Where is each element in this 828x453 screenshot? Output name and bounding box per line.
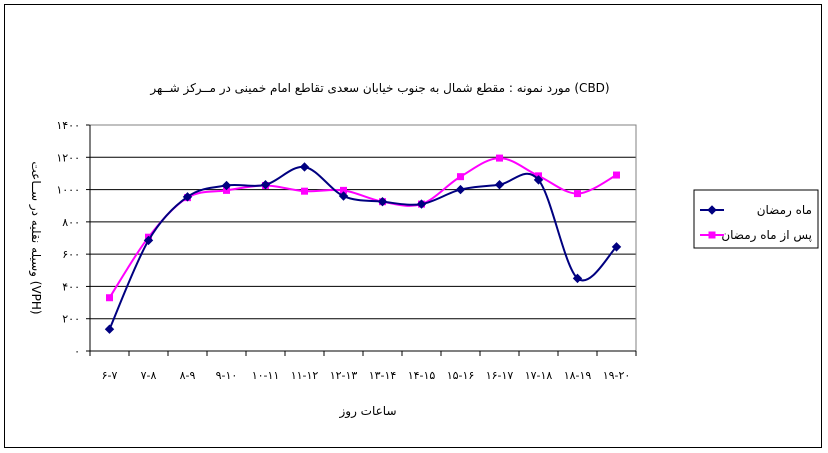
series-2	[106, 154, 620, 302]
x-tick-label: ۱۰-۱۱	[252, 369, 280, 382]
series-line	[108, 165, 618, 330]
data-point	[104, 324, 115, 334]
axes	[86, 124, 637, 356]
series-group	[104, 154, 622, 334]
data-point	[260, 180, 271, 190]
chart-frame	[4, 4, 822, 448]
legend-item: ماه رمضان	[700, 203, 812, 218]
legend-label: پس از ماه رمضان	[721, 228, 812, 243]
data-point	[494, 180, 505, 190]
data-point	[496, 154, 503, 162]
data-point	[143, 235, 154, 246]
x-tick-label: ۹-۱۰	[216, 369, 238, 382]
y-tick-label: ۶۰۰	[62, 248, 80, 261]
y-tick-labels: ۰ ۲۰۰ ۴۰۰ ۶۰۰ ۸۰۰ ۱۰۰۰ ۱۲۰۰ ۱۴۰۰	[56, 119, 80, 358]
y-tick-label: ۸۰۰	[62, 216, 80, 229]
x-tick-label: ۱۵-۱۶	[447, 369, 475, 382]
x-tick-label: ۱۶-۱۷	[486, 369, 514, 382]
chart-title: مورد نمونه : مقطع شمال به جنوب خیابان سع…	[149, 81, 609, 96]
legend-label: ماه رمضان	[757, 203, 812, 218]
y-tick-label: ۲۰۰	[62, 313, 80, 326]
data-point	[182, 192, 193, 202]
x-tick-label: ۱۷-۱۸	[525, 369, 553, 382]
data-point	[574, 190, 581, 198]
data-point	[572, 273, 583, 284]
legend: ماه رمضان پس از ماه رمضان	[693, 189, 819, 249]
data-point	[613, 171, 620, 179]
y-axis-label: وسیله نقلیه در ســاعت (VPH)	[28, 161, 43, 314]
y-tick-label: ۰	[74, 345, 80, 358]
data-point	[301, 187, 308, 195]
x-tick-label: ۶-۷	[102, 369, 118, 382]
data-point	[106, 294, 113, 302]
y-tick-label: ۱۲۰۰	[56, 151, 80, 164]
data-point	[611, 242, 622, 252]
legend-marker	[707, 205, 717, 215]
x-tick-label: ۱۴-۱۵	[408, 369, 436, 382]
y-tick-label: ۱۰۰۰	[56, 184, 80, 197]
x-tick-label: ۱۹-۲۰	[603, 369, 631, 382]
data-point	[533, 175, 544, 185]
data-point	[457, 173, 464, 181]
x-tick-labels: ۶-۷ ۷-۸ ۸-۹ ۹-۱۰ ۱۰-۱۱ ۱۱-۱۲ ۱۲-۱۳ ۱۳-۱۴ ۱۴-۱۵ ۱۵…	[102, 369, 631, 382]
plot-area	[89, 124, 637, 352]
x-tick-label: ۱۲-۱۳	[330, 369, 358, 382]
y-tick-label: ۴۰۰	[62, 280, 80, 293]
series-1	[104, 162, 622, 334]
x-tick-label: ۱۳-۱۴	[369, 369, 397, 382]
data-point	[416, 199, 427, 209]
data-point	[377, 196, 388, 207]
data-point	[338, 191, 349, 201]
x-tick-label: ۱۸-۱۹	[564, 369, 592, 382]
x-tick-label: ۱۱-۱۲	[291, 369, 319, 382]
data-point	[221, 180, 232, 191]
x-tick-label: ۸-۹	[180, 369, 196, 382]
legend-marker	[708, 231, 716, 239]
x-axis-label: ساعات روز	[338, 404, 396, 419]
data-point	[299, 162, 310, 172]
legend-item: پس از ماه رمضان	[700, 228, 812, 243]
data-point	[455, 184, 466, 195]
y-tick-label: ۱۴۰۰	[56, 119, 80, 132]
x-tick-label: ۷-۸	[141, 369, 157, 382]
grid-lines	[90, 124, 636, 320]
